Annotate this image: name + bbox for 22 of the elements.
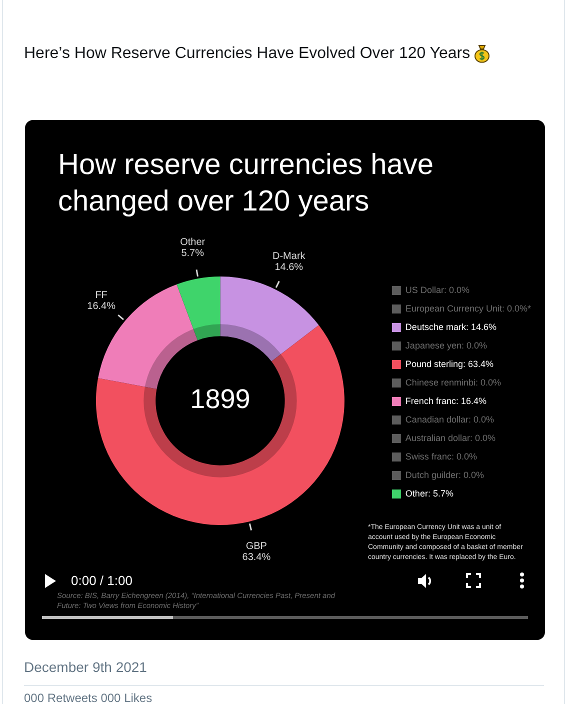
legend-label: Deutsche mark: 14.6%: [405, 322, 496, 332]
data-label: GBP 63.4%: [242, 540, 271, 563]
text: December 9th 2021: [24, 659, 147, 675]
text: Here’s How Reserve Currencies Have Evolved Over 120 Years: [24, 45, 470, 63]
legend-label: Canadian dollar: 0.0%: [405, 414, 494, 424]
text: 000 Retweets 000 Likes: [24, 691, 152, 704]
text: 0:00 / 1:00: [71, 573, 132, 588]
chart-title: How reserve currencies have changed over 120 years: [58, 149, 434, 218]
legend-label: European Currency Unit: 0.0%*: [405, 303, 532, 314]
data-label: Other 5.7%: [180, 237, 206, 260]
legend-label: Australian dollar: 0.0%: [405, 432, 496, 443]
legend-label: US Dollar: 0.0%: [405, 284, 470, 295]
legend-label: Chinese renminbi: 0.0%: [405, 377, 501, 388]
legend-label: Other: 5.7%: [405, 488, 454, 498]
legend-label: Swiss franc: 0.0%: [405, 451, 477, 462]
legend-label: Pound sterling: 63.4%: [405, 358, 494, 369]
legend-label: French franc: 16.4%: [405, 396, 486, 406]
data-label: D-Mark 14.6%: [272, 250, 306, 273]
data-label: FF 16.4%: [87, 290, 116, 312]
legend-label: Japanese yen: 0.0%: [405, 340, 487, 350]
legend-label: Dutch guilder: 0.0%: [405, 470, 484, 480]
text: 1899: [190, 384, 250, 414]
